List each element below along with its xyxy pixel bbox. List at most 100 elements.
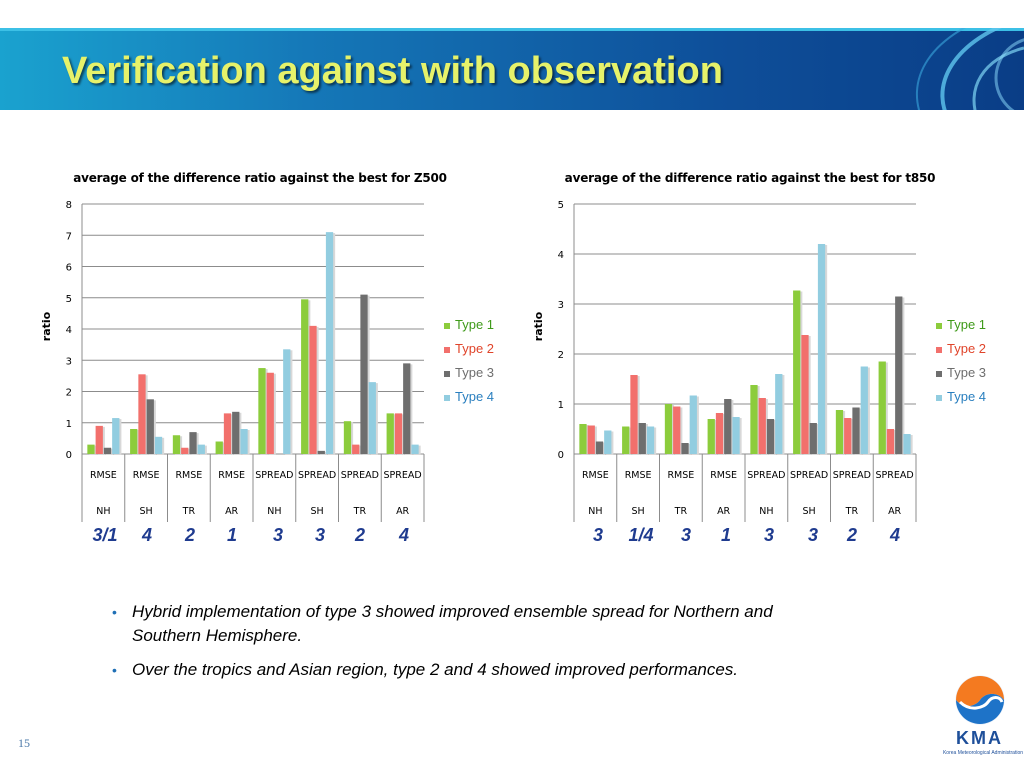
- x-category-label: SPREAD: [341, 470, 379, 481]
- bar: [360, 294, 368, 454]
- y-tick-label: 0: [558, 450, 564, 461]
- bar: [895, 296, 903, 454]
- bar: [317, 450, 325, 454]
- bar: [266, 372, 274, 454]
- bar: [103, 447, 112, 454]
- x-category-label: SPREAD: [747, 470, 785, 481]
- rank-label: 3: [272, 525, 284, 545]
- page-number: 15: [18, 736, 30, 750]
- bullet-list: • Hybrid implementation of type 3 showed…: [110, 600, 910, 692]
- bar: [189, 432, 197, 454]
- bar: [638, 423, 646, 454]
- bar: [750, 385, 758, 454]
- bar: [386, 413, 394, 454]
- x-category-label: TR: [353, 506, 367, 517]
- x-category-label: SH: [803, 506, 816, 517]
- x-category-label: SH: [140, 506, 153, 517]
- legend-swatch: [444, 346, 450, 353]
- x-category-label: SH: [311, 506, 324, 517]
- x-category-label: RMSE: [133, 470, 160, 481]
- bar: [775, 374, 783, 454]
- rank-label: 3: [807, 525, 819, 545]
- bar: [172, 435, 181, 454]
- title-banner: Verification against with observation: [0, 28, 1024, 110]
- legend-item-type-2: Type 2: [936, 337, 986, 361]
- y-tick-label: 1: [558, 400, 564, 411]
- bar: [646, 426, 655, 454]
- legend-label: Type 2: [947, 341, 987, 356]
- y-tick-label: 1: [66, 419, 72, 430]
- bar: [95, 425, 103, 454]
- legend-item-type-2: Type 2: [444, 337, 494, 361]
- bar: [240, 429, 248, 454]
- legend-label: Type 4: [947, 389, 987, 404]
- rank-label: 4: [141, 525, 153, 545]
- bar: [622, 426, 630, 454]
- bar: [309, 325, 317, 454]
- y-tick-label: 8: [66, 200, 72, 211]
- x-category-label: SPREAD: [255, 470, 293, 481]
- bar: [793, 290, 801, 454]
- bar: [595, 441, 604, 454]
- legend-swatch: [936, 346, 942, 353]
- bar: [715, 413, 724, 454]
- bar: [138, 374, 146, 454]
- rank-label: 1: [720, 525, 732, 545]
- bar: [630, 375, 638, 454]
- chart-t850-plot: 0 1 2 3 4 5 RMSE NH RMSE SH RMSE TR RMSE AR SPREAD NH SP…: [558, 200, 917, 522]
- x-category-label: NH: [588, 506, 602, 517]
- bullet-dot-icon: •: [112, 604, 117, 620]
- ranks-t850: 3 1/4 3 1 3 3 2 4: [0, 525, 1024, 549]
- x-category-label: SPREAD: [790, 470, 828, 481]
- bar: [732, 417, 740, 454]
- kma-logo-text: KMA: [956, 728, 1003, 748]
- y-tick-label: 4: [558, 250, 564, 261]
- x-category-label: RMSE: [218, 470, 245, 481]
- rank-label: 3: [680, 525, 692, 545]
- legend-swatch: [444, 394, 450, 401]
- y-tick-label: 6: [66, 263, 72, 274]
- bar: [817, 244, 826, 454]
- x-category-label: AR: [396, 506, 409, 517]
- x-category-label: RMSE: [625, 470, 652, 481]
- bar: [758, 398, 766, 454]
- chart-title: average of the difference ratio against …: [73, 171, 447, 185]
- bar: [587, 425, 595, 454]
- legend-item-type-1: Type 1: [444, 313, 494, 337]
- bullet-text: Southern Hemisphere.: [132, 626, 303, 645]
- y-tick-label: 3: [558, 300, 564, 311]
- chart-legend: Type 1 Type 2 Type 3 Type 4: [936, 313, 986, 409]
- bar: [878, 361, 886, 454]
- y-tick-label: 7: [66, 231, 72, 242]
- bar: [860, 366, 868, 454]
- legend-swatch: [444, 370, 450, 377]
- legend-swatch: [444, 322, 450, 329]
- bar: [368, 382, 376, 454]
- bar: [801, 335, 809, 454]
- bar: [403, 363, 411, 454]
- banner-top-strip: [0, 28, 1024, 31]
- kma-logo-icon: [955, 675, 1005, 725]
- rank-label: 2: [846, 525, 858, 545]
- bar: [673, 406, 681, 454]
- rank-label: 4: [889, 525, 901, 545]
- y-tick-label: 0: [66, 450, 72, 461]
- x-category-label: RMSE: [90, 470, 117, 481]
- legend-label: Type 2: [455, 341, 495, 356]
- bullet-item: • Hybrid implementation of type 3 showed…: [110, 600, 910, 648]
- legend-item-type-3: Type 3: [936, 361, 986, 385]
- bar: [681, 443, 689, 454]
- bar: [579, 424, 587, 454]
- x-category-label: SPREAD: [384, 470, 422, 481]
- y-tick-label: 2: [66, 388, 72, 399]
- slide-title: Verification against with observation: [62, 50, 723, 92]
- bar: [283, 349, 291, 454]
- x-category-label: SPREAD: [876, 470, 914, 481]
- legend-label: Type 3: [947, 365, 987, 380]
- bar: [223, 413, 232, 454]
- x-category-label: TR: [674, 506, 688, 517]
- legend-swatch: [936, 370, 942, 377]
- x-category-label: RMSE: [175, 470, 202, 481]
- bullet-item: • Over the tropics and Asian region, typ…: [110, 658, 910, 682]
- chart-z500: average of the difference ratio against …: [20, 160, 520, 560]
